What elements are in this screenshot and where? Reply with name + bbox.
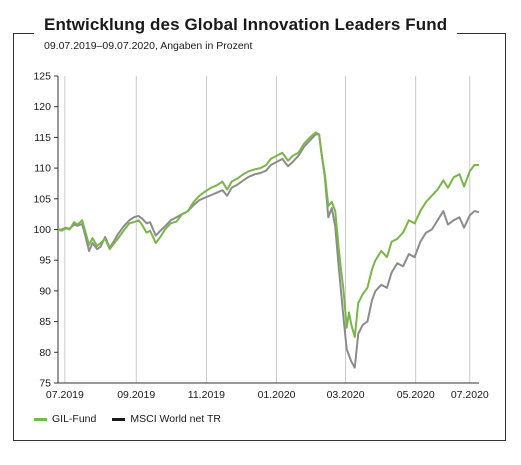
y-tick-label: 125 bbox=[33, 71, 51, 83]
y-tick-label: 75 bbox=[39, 378, 51, 390]
y-tick-label: 105 bbox=[33, 193, 51, 205]
y-tick-label: 85 bbox=[39, 316, 51, 328]
y-tick-label: 110 bbox=[34, 163, 51, 175]
y-tick-label: 90 bbox=[39, 285, 51, 297]
y-tick-label: 115 bbox=[34, 132, 51, 144]
y-tick-label: 120 bbox=[33, 101, 51, 113]
series-line-msci-world bbox=[58, 133, 480, 369]
chart-title: Entwicklung des Global Innovation Leader… bbox=[44, 15, 448, 34]
x-tick-label: 03.2020 bbox=[327, 389, 365, 401]
y-tick-label: 80 bbox=[39, 347, 51, 359]
chart-title-wrap: Entwicklung des Global Innovation Leader… bbox=[34, 14, 458, 36]
legend-swatch-gil-fund bbox=[34, 417, 47, 421]
x-tick-label: 07.2020 bbox=[451, 389, 489, 401]
x-tick-label: 11.2019 bbox=[188, 389, 225, 401]
x-tick-label: 01.2020 bbox=[258, 389, 296, 401]
series-line-gil-fund bbox=[57, 131, 479, 338]
chart-subtitle: 09.07.2019–09.07.2020, Angaben in Prozen… bbox=[44, 40, 253, 52]
y-tick-label: 95 bbox=[39, 255, 51, 267]
legend-label-gil-fund: GIL-Fund bbox=[52, 413, 97, 425]
legend-swatch-msci-world bbox=[112, 417, 126, 421]
legend-label-msci-world: MSCI World net TR bbox=[130, 413, 221, 425]
x-tick-label: 09.2019 bbox=[117, 389, 155, 401]
legend-item-msci-world: MSCI World net TR bbox=[112, 413, 221, 425]
legend-item-gil-fund: GIL-Fund bbox=[34, 413, 96, 425]
chart-legend: GIL-Fund MSCI World net TR bbox=[34, 413, 237, 425]
x-tick-label: 07.2019 bbox=[46, 389, 84, 401]
x-tick-label: 05.2020 bbox=[397, 389, 435, 401]
y-tick-label: 100 bbox=[33, 224, 51, 236]
